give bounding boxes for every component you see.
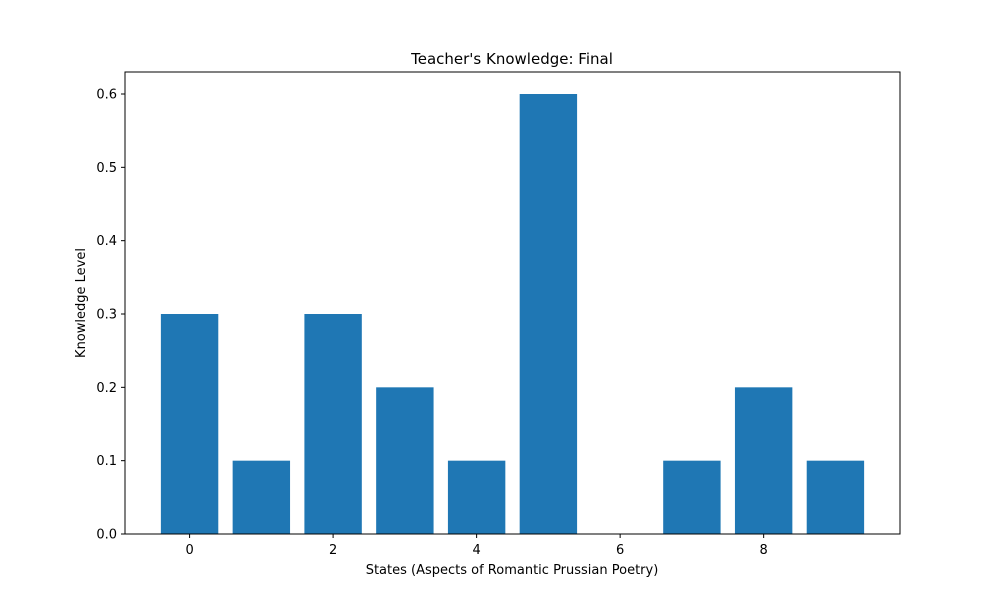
y-tick-label: 0.6: [96, 88, 117, 103]
x-tick-label: 0: [185, 543, 193, 558]
bar-state-9: [806, 460, 865, 534]
plot-frame: [124, 71, 901, 535]
y-tick-label: 0.3: [96, 308, 117, 323]
x-axis-label: States (Aspects of Romantic Prussian Poe…: [366, 563, 659, 578]
bar-state-0: [160, 314, 219, 534]
y-axis: 0.0 0.1 0.2 0.3 0.4 0.5 0.6: [96, 88, 125, 543]
bar-state-5: [519, 94, 578, 534]
y-axis-label: Knowledge Level: [74, 248, 89, 358]
x-axis: 0 2 4 6 8: [185, 534, 768, 558]
y-tick-label: 0.2: [96, 381, 117, 396]
bar-state-1: [232, 460, 291, 534]
bars-group: [160, 94, 865, 534]
y-tick-label: 0.1: [96, 454, 117, 469]
y-tick-label: 0.4: [96, 234, 117, 249]
x-tick-label: 4: [472, 543, 480, 558]
bar-state-2: [304, 314, 362, 534]
bar-state-3: [376, 387, 434, 534]
bar-state-4: [447, 460, 506, 534]
x-tick-label: 2: [329, 543, 337, 558]
bar-state-8: [734, 387, 793, 534]
y-tick-label: 0.5: [96, 161, 117, 176]
bar-state-7: [663, 460, 721, 534]
x-tick-label: 8: [760, 543, 768, 558]
chart-title: Teacher's Knowledge: Final: [410, 50, 613, 68]
x-tick-label: 6: [616, 543, 624, 558]
y-tick-label: 0.0: [96, 528, 117, 543]
